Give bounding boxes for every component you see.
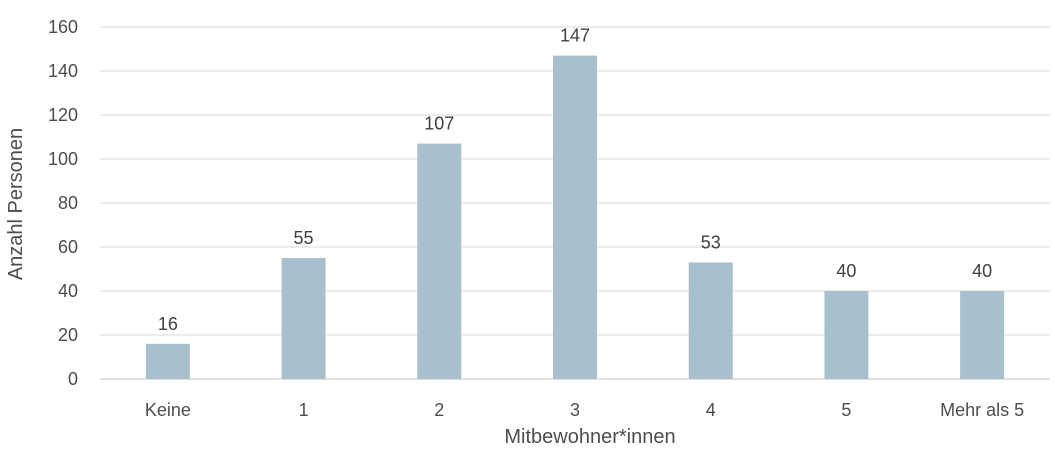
x-axis-ticks: Keine 1 2 3 4 5 Mehr als 5	[145, 400, 1024, 420]
bar	[824, 291, 869, 379]
bar	[145, 343, 190, 379]
x-tick-label: 2	[434, 400, 444, 420]
y-tick-label: 100	[48, 149, 78, 169]
y-tick-label: 60	[58, 237, 78, 257]
y-tick-label: 160	[48, 17, 78, 37]
bar-value-label: 16	[158, 314, 178, 334]
y-axis-ticks: 0 20 40 60 80 100 120 140 160	[48, 17, 78, 389]
bar-value-label: 55	[294, 228, 314, 248]
y-tick-label: 140	[48, 61, 78, 81]
bar	[553, 55, 597, 379]
data-labels: 16 55 107 147 53 40 40	[158, 26, 992, 334]
bar-value-label: 53	[701, 232, 721, 252]
y-tick-label: 40	[58, 281, 78, 301]
bar	[281, 258, 326, 379]
x-tick-label: 1	[299, 400, 309, 420]
x-axis-title: Mitbewohner*innen	[504, 426, 675, 448]
bar	[417, 143, 462, 379]
x-tick-label: Mehr als 5	[940, 400, 1024, 420]
bar-value-label: 107	[424, 114, 454, 134]
bar	[688, 262, 733, 379]
y-tick-label: 20	[58, 325, 78, 345]
bars	[145, 55, 1005, 379]
x-tick-label: 3	[570, 400, 580, 420]
y-axis-title: Anzahl Personen	[5, 128, 27, 280]
x-tick-label: Keine	[145, 400, 191, 420]
bar	[960, 291, 1005, 379]
bar-value-label: 40	[836, 261, 856, 281]
y-tick-label: 120	[48, 105, 78, 125]
y-tick-label: 80	[58, 193, 78, 213]
bar-value-label: 40	[972, 261, 992, 281]
bar-value-label: 147	[560, 26, 590, 46]
y-tick-label: 0	[68, 369, 78, 389]
x-tick-label: 4	[706, 400, 716, 420]
x-tick-label: 5	[841, 400, 851, 420]
